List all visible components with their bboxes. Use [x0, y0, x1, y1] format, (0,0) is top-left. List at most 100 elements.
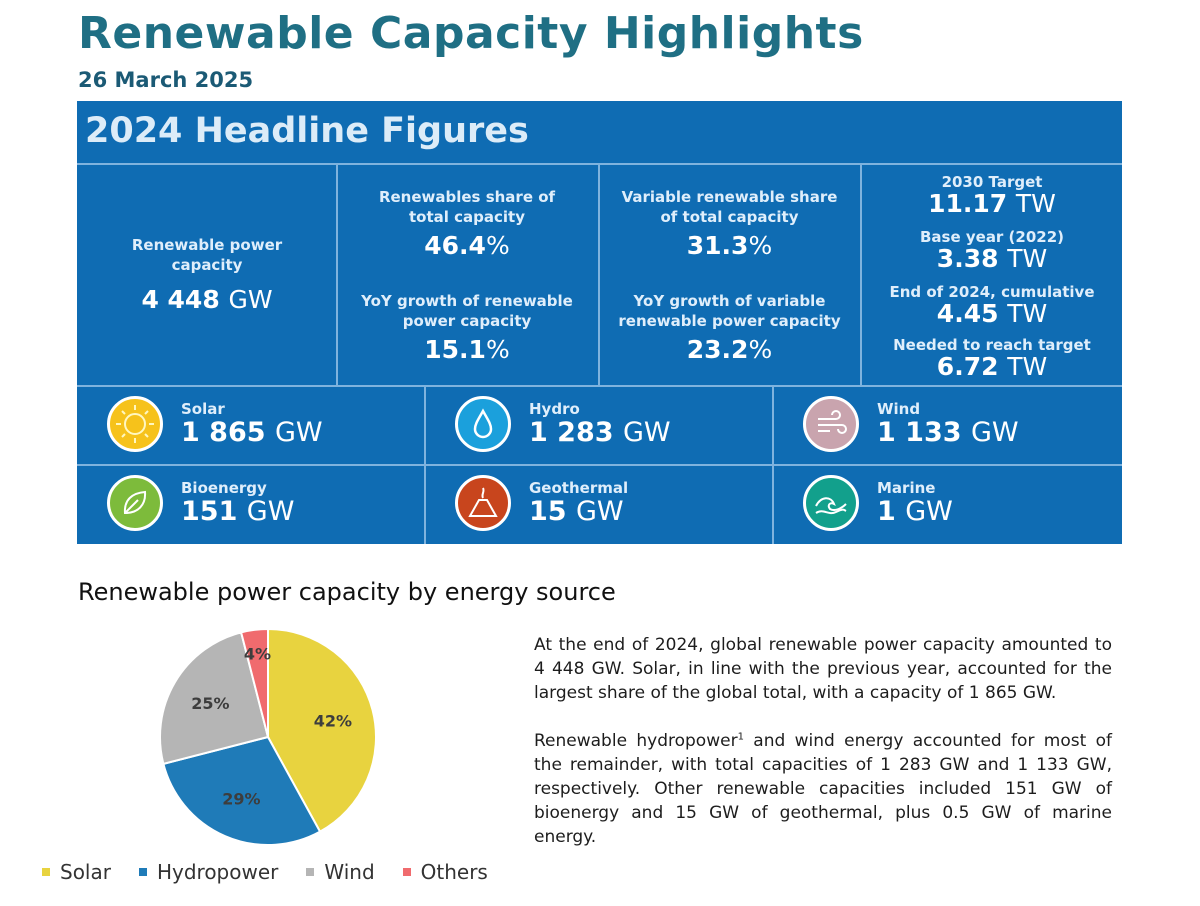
source-value: 15 GW [529, 497, 628, 527]
variable-share-number: 31.3 [686, 231, 749, 260]
target-number: 3.38 [936, 244, 999, 273]
source-number: 15 [529, 496, 567, 527]
source-unit: GW [622, 417, 671, 448]
share-unit: % [485, 231, 510, 260]
water-drop-icon [455, 396, 511, 452]
volcano-icon [455, 475, 511, 531]
share-value: 46.4% [367, 231, 567, 260]
source-wind: Wind 1 133 GW [803, 396, 1019, 452]
target-unit: TW [1007, 299, 1048, 328]
target-number: 6.72 [936, 352, 999, 381]
divider [424, 385, 426, 544]
pie-data-label: 4% [244, 644, 271, 663]
source-name: Wind [877, 400, 921, 418]
divider [336, 163, 338, 385]
growth-unit: % [485, 335, 510, 364]
wind-icon [803, 396, 859, 452]
target-value: 11.17 TW [862, 191, 1122, 217]
body-text: At the end of 2024, global renewable pow… [534, 633, 1112, 873]
target-unit: TW [1007, 352, 1048, 381]
source-hydro: Hydro 1 283 GW [455, 396, 671, 452]
source-value: 1 865 GW [181, 418, 323, 448]
source-bioenergy: Bioenergy 151 GW [107, 475, 294, 531]
legend-item-hydropower: Hydropower [138, 860, 279, 884]
paragraph-2: Renewable hydropower1 and wind energy ac… [534, 729, 1112, 849]
source-unit: GW [274, 417, 323, 448]
divider [77, 385, 1122, 387]
target-value: 6.72 TW [862, 354, 1122, 380]
source-name: Marine [877, 479, 936, 497]
share-number: 46.4 [424, 231, 486, 260]
source-name: Solar [181, 400, 225, 418]
legend-item-wind: Wind [306, 860, 375, 884]
variable-growth-unit: % [748, 335, 773, 364]
source-unit: GW [970, 417, 1019, 448]
source-number: 1 [877, 496, 896, 527]
source-value: 1 133 GW [877, 418, 1019, 448]
target-number: 11.17 [928, 189, 1008, 218]
paragraph-2-start: Renewable hydropower [534, 731, 738, 751]
variable-growth-number: 23.2 [686, 335, 749, 364]
capacity-cell: Renewable power capacity 4 448 GW [117, 235, 297, 314]
target-value: 3.38 TW [862, 246, 1122, 272]
legend-item-others: Others [402, 860, 488, 884]
variable-share-unit: % [748, 231, 773, 260]
capacity-label: Renewable power capacity [131, 236, 283, 274]
target-number: 4.45 [936, 299, 999, 328]
share-label: Renewables share of total capacity [378, 188, 556, 226]
pie-slice-wind [159, 631, 270, 766]
target-label: 2030 Target [941, 173, 1043, 191]
panel-header: 2024 Headline Figures [77, 101, 1122, 165]
legend-label: Solar [60, 860, 111, 884]
chart-legend: Solar Hydropower Wind Others [42, 860, 488, 884]
pie-chart: 42% 29% 25% 4% [159, 627, 377, 845]
legend-swatch [402, 868, 411, 876]
divider [598, 163, 600, 385]
growth-cell: YoY growth of renewable power capacity 1… [352, 291, 582, 364]
source-name: Hydro [529, 400, 580, 418]
source-unit: GW [246, 496, 295, 527]
source-name: Bioenergy [181, 479, 267, 497]
share-cell: Renewables share of total capacity 46.4% [367, 187, 567, 260]
source-unit: GW [575, 496, 624, 527]
legend-swatch [42, 868, 50, 876]
target-2030: 2030 Target 11.17 TW [862, 173, 1122, 217]
source-number: 1 283 [529, 417, 614, 448]
source-value: 1 GW [877, 497, 953, 527]
source-unit: GW [905, 496, 953, 527]
sun-icon [107, 396, 163, 452]
source-name: Geothermal [529, 479, 629, 497]
variable-growth-label: YoY growth of variable renewable power c… [618, 292, 841, 330]
legend-label: Wind [324, 860, 375, 884]
source-geothermal: Geothermal 15 GW [455, 475, 628, 531]
growth-value: 15.1% [352, 335, 582, 364]
legend-label: Hydropower [156, 860, 279, 884]
target-value: 4.45 TW [862, 301, 1122, 327]
source-marine: Marine 1 GW [803, 475, 953, 531]
legend-swatch [138, 868, 147, 876]
source-value: 151 GW [181, 497, 294, 527]
target-label: Base year (2022) [919, 228, 1065, 246]
target-needed: Needed to reach target 6.72 TW [862, 336, 1122, 380]
paragraph-2-rest: and wind energy accounted for most of th… [534, 731, 1112, 847]
pie-data-label: 42% [314, 711, 352, 730]
pie-slice-solar [267, 627, 377, 834]
pie-data-label: 25% [191, 694, 229, 713]
section-title: Renewable power capacity by energy sourc… [78, 578, 616, 606]
variable-share-label: Variable renewable share of total capaci… [621, 188, 838, 226]
variable-share-value: 31.3% [617, 231, 842, 260]
footnote-marker: 1 [737, 731, 744, 743]
legend-swatch [306, 868, 315, 876]
source-number: 1 133 [877, 417, 962, 448]
publication-date: 26 March 2025 [78, 68, 254, 92]
page-title: Renewable Capacity Highlights [78, 8, 864, 59]
wave-icon [803, 475, 859, 531]
source-solar: Solar 1 865 GW [107, 396, 323, 452]
pie-slice-hydropower [162, 735, 322, 845]
paragraph-1: At the end of 2024, global renewable pow… [534, 635, 1112, 703]
headline-figures-panel: 2024 Headline Figures Renewable power ca… [77, 101, 1122, 544]
target-unit: TW [1007, 244, 1048, 273]
target-label: Needed to reach target [893, 336, 1091, 354]
growth-label: YoY growth of renewable power capacity [361, 292, 573, 330]
source-value: 1 283 GW [529, 418, 671, 448]
